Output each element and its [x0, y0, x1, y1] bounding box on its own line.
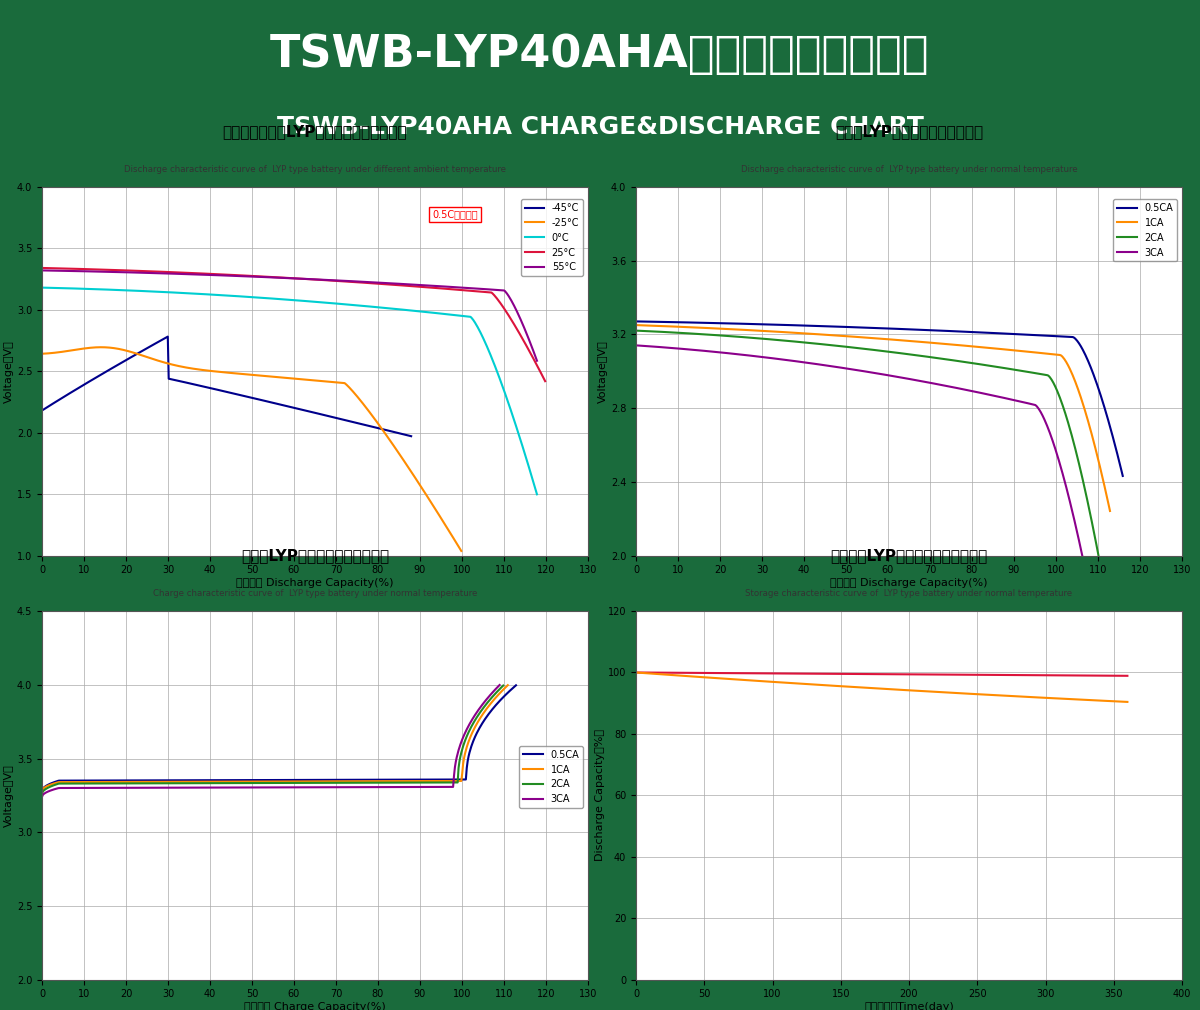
Legend: -45°C, -25°C, 0°C, 25°C, 55°C: -45°C, -25°C, 0°C, 25°C, 55°C [521, 199, 583, 277]
Text: 常温下LYP类电池的充电特性曲线: 常温下LYP类电池的充电特性曲线 [241, 548, 389, 564]
Y-axis label: Voltage（V）: Voltage（V） [4, 339, 14, 403]
Text: TSWB-LYP40AHA型电池的充放电特性: TSWB-LYP40AHA型电池的充放电特性 [270, 33, 930, 77]
Legend: 0.5CA, 1CA, 2CA, 3CA: 0.5CA, 1CA, 2CA, 3CA [520, 745, 583, 808]
Y-axis label: Discharge Capacity（%）: Discharge Capacity（%） [595, 729, 605, 862]
X-axis label: 放电容量 Discharge Capacity(%): 放电容量 Discharge Capacity(%) [236, 578, 394, 588]
Text: 0.5C电流进行: 0.5C电流进行 [432, 209, 478, 219]
Text: Charge characteristic curve of  LYP type battery under normal temperature: Charge characteristic curve of LYP type … [152, 589, 478, 598]
X-axis label: 时间（天）Time(day): 时间（天）Time(day) [864, 1002, 954, 1010]
Legend: 0.5CA, 1CA, 2CA, 3CA: 0.5CA, 1CA, 2CA, 3CA [1114, 199, 1177, 262]
Y-axis label: Voltage（V）: Voltage（V） [598, 339, 608, 403]
Text: 在常温下LYP类电池的存储特性曲线: 在常温下LYP类电池的存储特性曲线 [830, 548, 988, 564]
Text: 不同环境温度下LYP类电池的放电特性曲线: 不同环境温度下LYP类电池的放电特性曲线 [223, 124, 407, 139]
Text: 常温下LYP类电池的放电特性曲线: 常温下LYP类电池的放电特性曲线 [835, 124, 983, 139]
Text: Discharge characteristic curve of  LYP type battery under different ambient temp: Discharge characteristic curve of LYP ty… [124, 165, 506, 174]
Text: Discharge characteristic curve of  LYP type battery under normal temperature: Discharge characteristic curve of LYP ty… [740, 165, 1078, 174]
Text: Storage characteristic curve of  LYP type battery under normal temperature: Storage characteristic curve of LYP type… [745, 589, 1073, 598]
X-axis label: 充电容量 Charge Capacity(%): 充电容量 Charge Capacity(%) [244, 1002, 386, 1010]
Y-axis label: Voltage（V）: Voltage（V） [4, 764, 14, 827]
X-axis label: 放电容量 Discharge Capacity(%): 放电容量 Discharge Capacity(%) [830, 578, 988, 588]
Text: TSWB-LYP40AHA CHARGE&DISCHARGE CHART: TSWB-LYP40AHA CHARGE&DISCHARGE CHART [276, 115, 924, 139]
